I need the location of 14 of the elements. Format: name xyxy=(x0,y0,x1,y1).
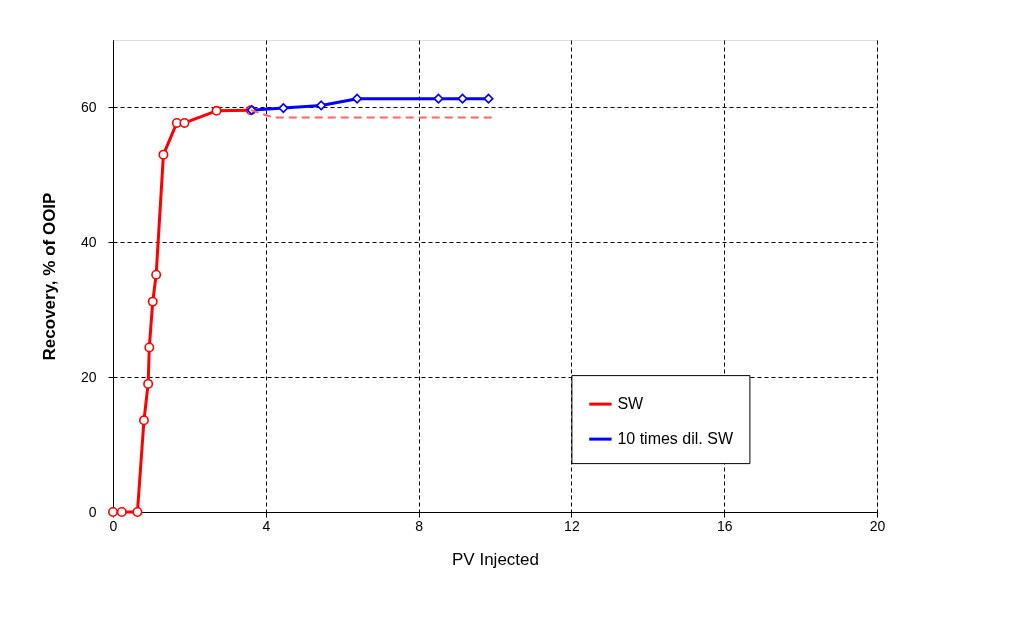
y-axis-title: Recovery, % of OOIP xyxy=(39,192,59,361)
x-tick-label: 12 xyxy=(564,517,580,534)
x-tick-label: 20 xyxy=(869,517,886,534)
y-tick-label: 0 xyxy=(88,503,97,520)
legend-label: 10 times dil. SW xyxy=(617,430,734,448)
y-tick-label: 20 xyxy=(80,368,97,385)
x-tick-label: 4 xyxy=(262,517,271,534)
y-tick-label: 60 xyxy=(80,98,97,115)
x-axis-title: PV Injected xyxy=(452,549,539,569)
legend-label: SW xyxy=(617,395,645,413)
x-tick-label: 0 xyxy=(109,517,118,534)
x-tick-label: 16 xyxy=(716,517,733,534)
x-tick-label: 8 xyxy=(415,517,424,534)
y-tick-label: 40 xyxy=(80,233,97,250)
